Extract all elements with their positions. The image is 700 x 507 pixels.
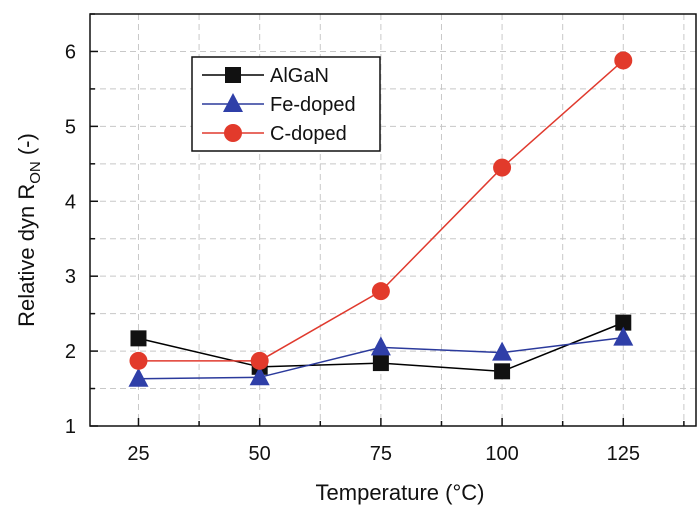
y-tick-label: 2 (65, 341, 76, 363)
tick-labels: 1 2 3 4 5 6 25 50 75 100 125 (65, 41, 640, 465)
data-point-c-doped (129, 351, 148, 370)
data-point-c-doped (614, 51, 633, 70)
legend-marker (224, 124, 242, 142)
grid (90, 14, 696, 426)
legend-marker (225, 67, 241, 83)
data-point-fe-doped (128, 367, 149, 387)
y-axis-title-suffix: (-) (14, 133, 39, 161)
y-tick-label: 1 (65, 416, 76, 438)
ticks (90, 13, 685, 427)
series-fe-doped (128, 326, 634, 387)
legend: AlGaN Fe-doped C-doped (191, 56, 381, 152)
data-point-algan (494, 363, 511, 380)
legend-label: AlGaN (270, 65, 329, 87)
legend-item-algan: AlGaN (202, 65, 329, 87)
y-axis-title-main: Relative dyn R (14, 184, 39, 327)
x-tick-label: 100 (485, 443, 518, 465)
y-axis-title: Relative dyn RON (-) (14, 133, 44, 327)
data-point-fe-doped (370, 336, 391, 356)
series-c-doped (129, 51, 633, 370)
x-tick-label: 25 (127, 443, 149, 465)
data-point-algan (615, 314, 632, 331)
legend-marker (223, 93, 243, 112)
x-tick-label: 50 (249, 443, 271, 465)
data-point-fe-doped (492, 341, 513, 361)
y-tick-label: 3 (65, 266, 76, 288)
y-tick-label: 5 (65, 116, 76, 138)
legend-item-fe-doped: Fe-doped (202, 93, 356, 116)
legend-label: C-doped (270, 123, 347, 145)
series-layer (128, 51, 634, 387)
data-point-algan (130, 330, 147, 347)
data-point-algan (372, 355, 389, 372)
data-point-c-doped (250, 351, 269, 370)
y-tick-label: 4 (65, 191, 76, 213)
legend-label: Fe-doped (270, 94, 356, 116)
x-tick-label: 75 (370, 443, 392, 465)
x-tick-label: 125 (607, 443, 640, 465)
data-point-fe-doped (249, 366, 270, 386)
data-point-fe-doped (613, 326, 634, 346)
legend-item-c-doped: C-doped (202, 123, 347, 145)
y-tick-label: 6 (65, 41, 76, 63)
data-point-c-doped (493, 158, 512, 177)
data-point-c-doped (371, 282, 390, 301)
plot-frame (89, 13, 697, 427)
y-axis-title-subscript: ON (27, 161, 44, 184)
x-axis-title: Temperature (°C) (316, 480, 485, 505)
